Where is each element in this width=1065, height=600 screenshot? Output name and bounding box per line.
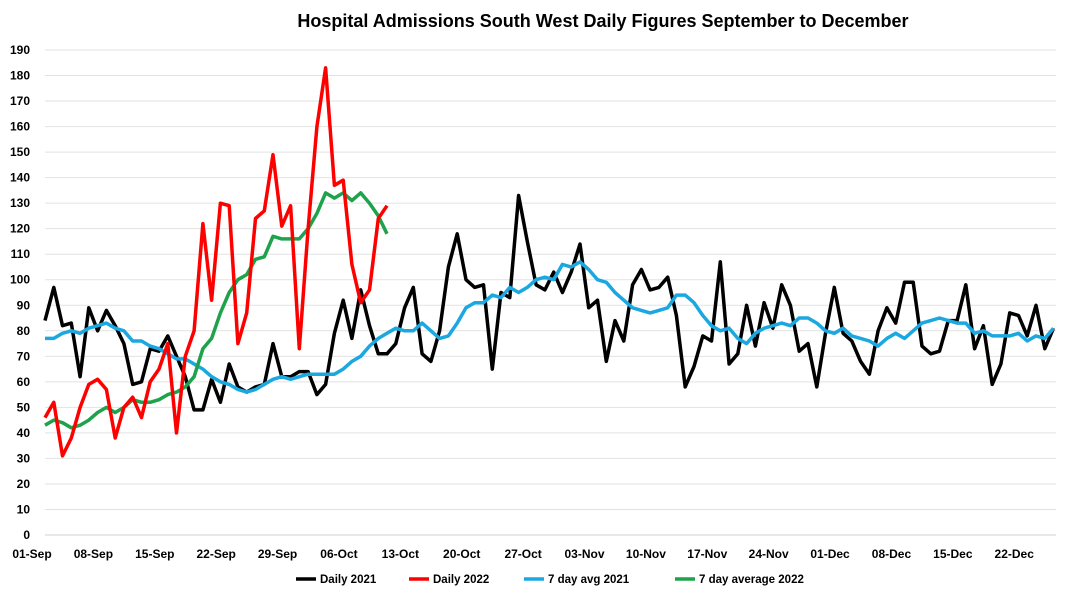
x-tick-label: 01-Dec	[810, 547, 850, 561]
x-tick-label: 06-Oct	[320, 547, 357, 561]
series-lines	[43, 66, 1056, 458]
legend-label: 7 day average 2022	[699, 574, 804, 586]
legend-item: 7 day avg 2021	[524, 574, 630, 586]
legend-label: 7 day avg 2021	[548, 574, 630, 586]
y-tick-label: 50	[17, 400, 31, 414]
y-tick-label: 150	[10, 145, 30, 159]
legend-item: Daily 2021	[296, 574, 377, 586]
y-tick-label: 120	[10, 222, 30, 236]
y-tick-label: 130	[10, 196, 30, 210]
y-tick-label: 90	[17, 298, 31, 312]
x-tick-label: 10-Nov	[626, 547, 666, 561]
y-tick-label: 100	[10, 273, 30, 287]
legend-label: Daily 2021	[320, 574, 377, 586]
series-line-7-day-average-2022	[44, 191, 389, 430]
y-axis-ticks: 0 10 20 30 40 50 60 70 80 90 100 110 120 130 140 150 160…	[10, 43, 30, 542]
y-tick-label: 30	[17, 451, 31, 465]
x-tick-label: 29-Sep	[258, 547, 297, 561]
y-tick-label: 170	[10, 94, 30, 108]
y-tick-label: 80	[17, 324, 31, 338]
y-tick-label: 190	[10, 43, 30, 57]
legend: Daily 2021 Daily 2022 7 day avg 2021 7 day …	[296, 574, 804, 586]
legend-item: Daily 2022	[409, 574, 489, 586]
y-tick-label: 40	[17, 426, 31, 440]
x-tick-label: 22-Sep	[196, 547, 235, 561]
series-line-7-day-avg-2021	[45, 260, 1055, 394]
x-tick-label: 24-Nov	[749, 547, 789, 561]
x-tick-label: 01-Sep	[12, 547, 51, 561]
y-tick-label: 60	[17, 375, 31, 389]
series-line-daily-2021	[43, 193, 1056, 412]
x-tick-label: 08-Dec	[872, 547, 912, 561]
y-tick-label: 70	[17, 349, 31, 363]
legend-label: Daily 2022	[433, 574, 489, 586]
chart-title: Hospital Admissions South West Daily Fig…	[297, 11, 908, 31]
y-tick-label: 140	[10, 171, 30, 185]
y-tick-label: 180	[10, 69, 30, 83]
x-tick-label: 15-Dec	[933, 547, 973, 561]
x-tick-label: 22-Dec	[995, 547, 1035, 561]
y-tick-label: 20	[17, 477, 31, 491]
y-tick-label: 0	[23, 528, 30, 542]
x-tick-label: 13-Oct	[382, 547, 419, 561]
y-tick-label: 160	[10, 120, 30, 134]
x-tick-label: 03-Nov	[565, 547, 605, 561]
series-line-daily-2022	[43, 66, 389, 458]
legend-item: 7 day average 2022	[675, 574, 804, 586]
y-tick-label: 110	[11, 247, 31, 261]
y-tick-label: 10	[17, 502, 31, 516]
x-tick-label: 20-Oct	[443, 547, 480, 561]
x-tick-label: 15-Sep	[135, 547, 174, 561]
x-tick-label: 17-Nov	[687, 547, 727, 561]
x-axis-ticks: 01-Sep 08-Sep 15-Sep 22-Sep 29-Sep 06-Oct 13-O…	[12, 547, 1034, 561]
x-tick-label: 08-Sep	[74, 547, 113, 561]
x-tick-label: 27-Oct	[504, 547, 541, 561]
